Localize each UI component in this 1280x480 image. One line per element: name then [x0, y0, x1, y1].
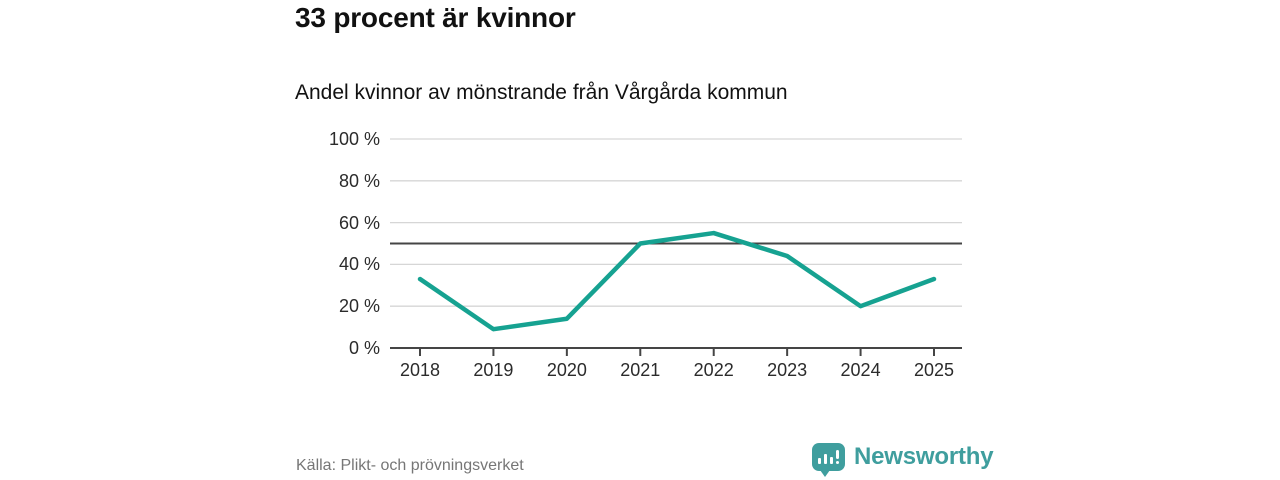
x-tick-label: 2024	[840, 360, 881, 380]
bar-glyph	[829, 457, 834, 464]
speech-bubble-tail	[820, 470, 830, 477]
y-tick-label: 100 %	[328, 129, 380, 149]
x-tick-label: 2020	[546, 360, 587, 380]
source-note: Källa: Plikt- och prövningsverket	[296, 457, 524, 474]
exclamation-glyph	[835, 450, 840, 464]
x-tick-label: 2025	[913, 360, 955, 380]
page-title: 33 procent är kvinnor	[295, 2, 576, 33]
x-tick-label: 2021	[620, 360, 661, 380]
plot-svg	[390, 138, 962, 356]
data-line	[417, 230, 937, 332]
y-tick-label: 0 %	[348, 338, 380, 358]
x-tick-label: 2018	[399, 360, 441, 380]
x-tick-label: 2022	[693, 360, 734, 380]
newsworthy-logo: Newsworthy	[812, 443, 994, 477]
y-tick-label: 60 %	[338, 212, 380, 233]
line-chart: 0 % 20 % 40 % 60 % 80 % 100 % 2018 2019 2020 202…	[329, 130, 962, 380]
bar-glyph	[823, 454, 828, 464]
speech-bubble-shape	[812, 443, 845, 471]
newsworthy-bubble-chart-icon	[812, 443, 845, 477]
y-tick-label: 80 %	[338, 170, 380, 191]
y-tick-label: 40 %	[338, 254, 380, 275]
x-tick-label: 2019	[473, 360, 514, 380]
brand-name: Newsworthy	[854, 443, 994, 470]
y-tick-label: 20 %	[338, 296, 380, 317]
x-tick-label: 2023	[767, 360, 808, 380]
chart-subtitle: Andel kvinnor av mönstrande från Vårgård…	[295, 81, 788, 104]
bar-glyph	[817, 458, 822, 464]
